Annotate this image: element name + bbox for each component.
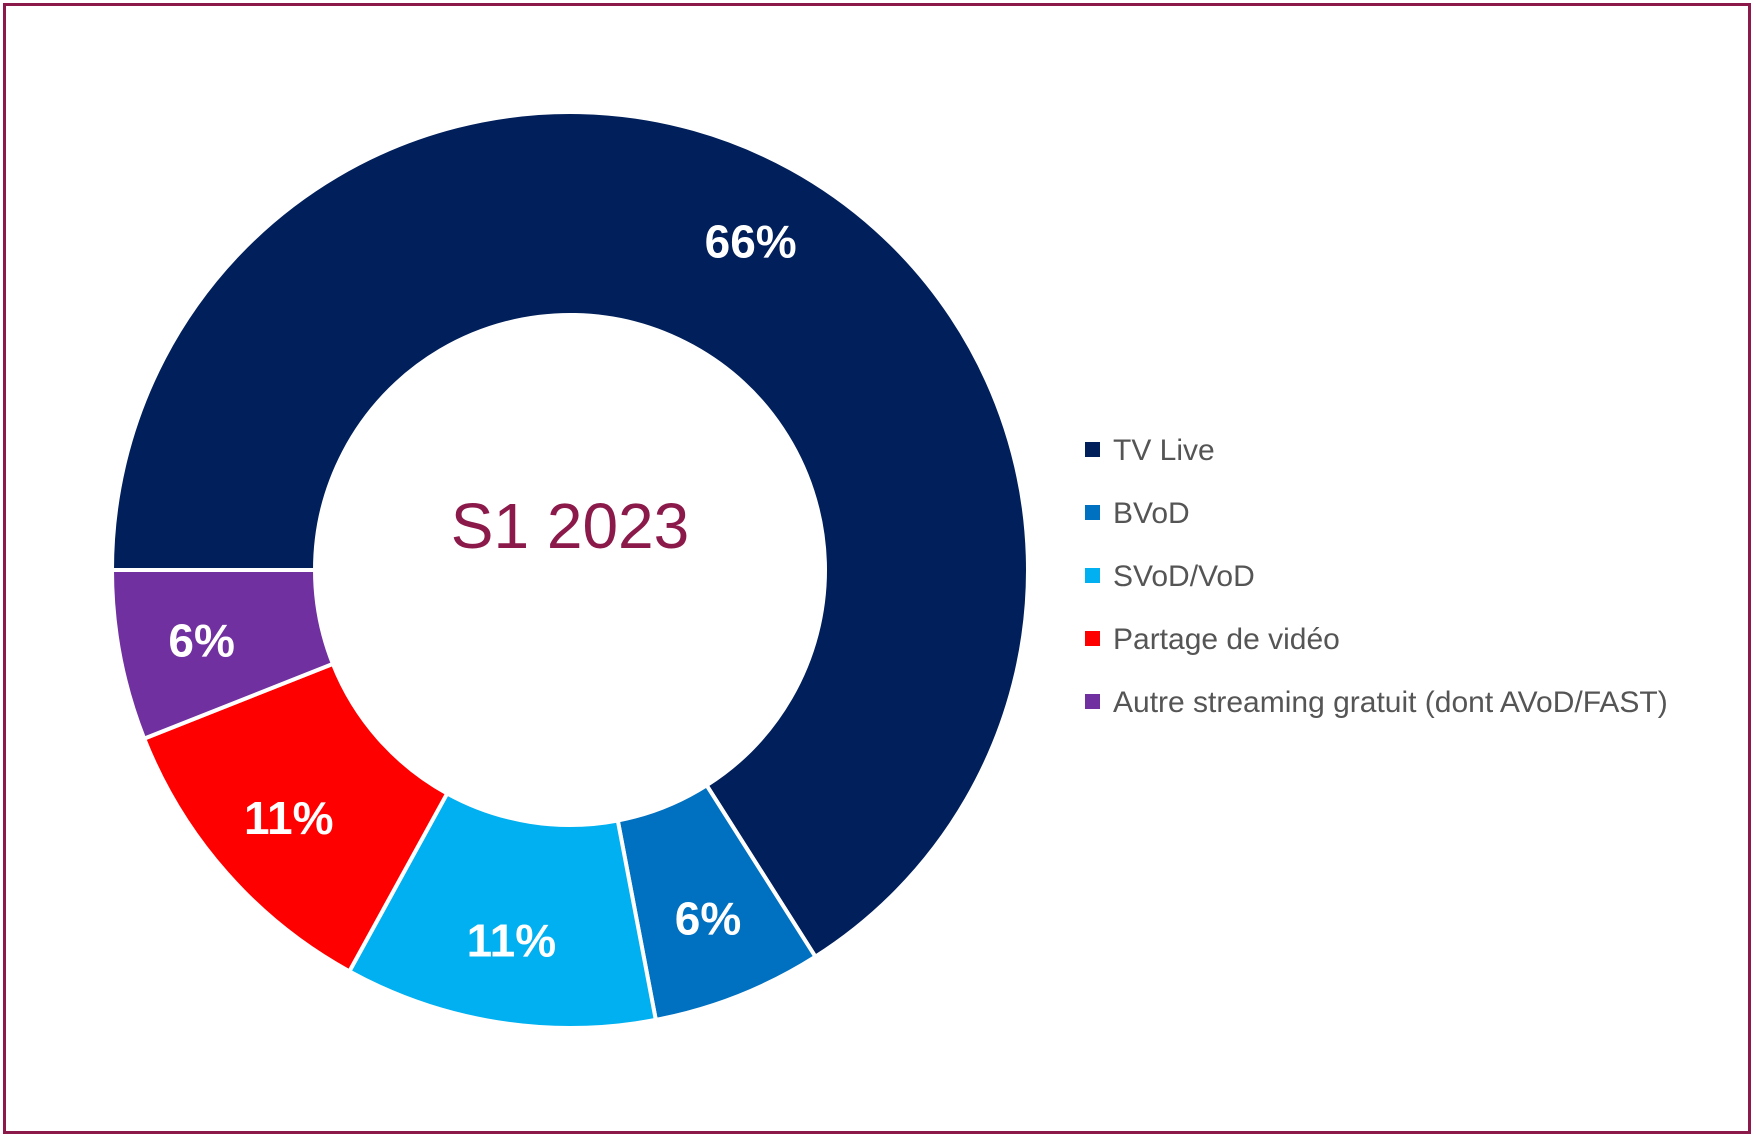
legend-entry: SVoD/VoD [1113, 560, 1255, 593]
legend-entry: Partage de vidéo [1113, 623, 1340, 656]
slice-label: 11% [244, 792, 334, 844]
legend-swatch [1085, 442, 1100, 457]
slice-label: 6% [675, 893, 741, 945]
legend: TV Live BVoD SVoD/VoD Partage de vidéo Autre… [1085, 434, 1668, 719]
legend-entry: TV Live [1113, 434, 1215, 467]
slice-tv-live [109, 110, 1030, 960]
legend-entry: Autre streaming gratuit (dont AVoD/FAST) [1113, 686, 1668, 719]
slice-autre-streaming [109, 568, 336, 742]
slice-label: 66% [705, 215, 797, 267]
donut-slices [109, 110, 1030, 1030]
slice-label: 11% [467, 914, 557, 966]
center-label: S1 2023 [451, 490, 689, 562]
legend-swatch [1085, 568, 1100, 583]
legend-swatch [1085, 694, 1100, 709]
slice-label: 6% [168, 614, 234, 666]
legend-entry: BVoD [1113, 497, 1190, 530]
slice-labels: 66% 6% 11% 11% 6% [168, 215, 796, 966]
legend-swatch [1085, 505, 1100, 520]
legend-swatch [1085, 631, 1100, 646]
